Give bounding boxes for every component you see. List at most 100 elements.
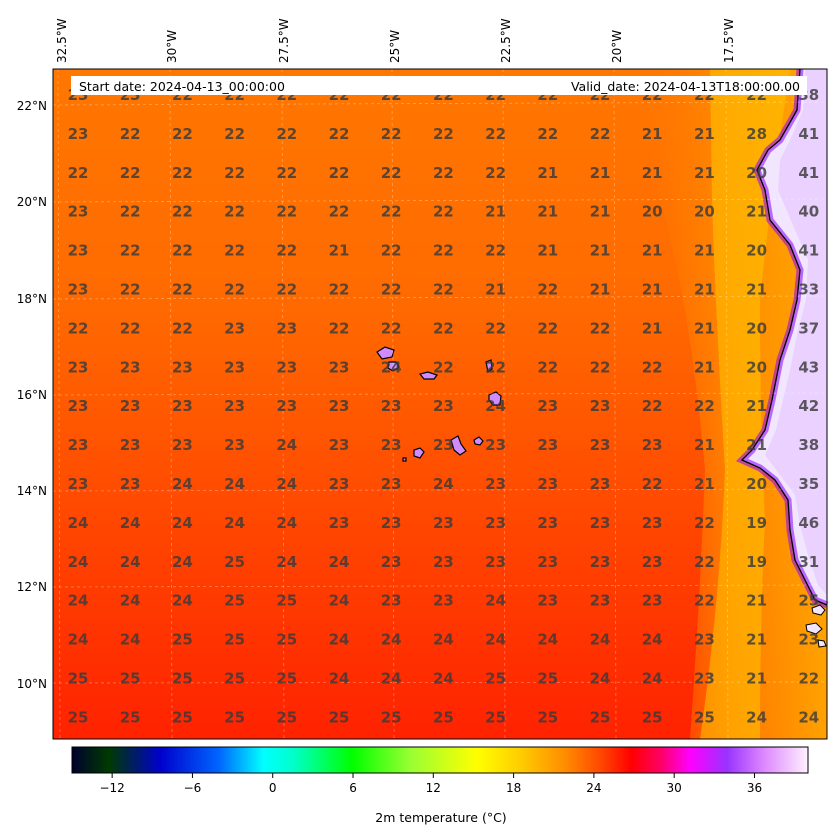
grid-value-r6-c8: 22 (485, 319, 506, 337)
grid-value-r11-c11: 23 (642, 514, 663, 532)
grid-value-r8-c4: 23 (276, 397, 297, 415)
grid-value-r14-c3: 25 (224, 631, 245, 649)
grid-value-r4-c7: 22 (433, 242, 454, 260)
grid-value-r3-c2: 22 (172, 203, 193, 221)
grid-value-r8-c12: 22 (694, 397, 715, 415)
grid-value-r2-c7: 22 (433, 164, 454, 182)
grid-value-r5-c12: 21 (694, 281, 715, 299)
date-info-bar: Start date: 2024-04-13_00:00:00 Valid_da… (71, 76, 807, 95)
grid-value-r14-c5: 24 (329, 631, 350, 649)
grid-value-r12-c4: 24 (276, 553, 297, 571)
grid-value-r11-c2: 24 (172, 514, 193, 532)
grid-value-r14-c0: 24 (68, 631, 89, 649)
grid-value-r9-c0: 23 (68, 436, 89, 454)
grid-value-r4-c6: 22 (381, 242, 402, 260)
grid-value-r7-c11: 22 (642, 358, 663, 376)
grid-value-r13-c5: 24 (329, 592, 350, 610)
grid-value-r12-c7: 23 (433, 553, 454, 571)
map-plot-area: 23 23 22 22 22 22 22 22 22 22 22 22 22 22 38 23 22 22 22 22… (52, 68, 829, 740)
grid-value-r14-c12: 23 (694, 631, 715, 649)
grid-value-r2-c10: 21 (590, 164, 611, 182)
grid-value-r15-c14: 22 (798, 670, 819, 688)
coastline (740, 68, 828, 606)
grid-value-r9-c8: 23 (485, 436, 506, 454)
grid-value-r1-c12: 21 (694, 125, 715, 143)
grid-value-r5-c0: 23 (68, 281, 89, 299)
grid-value-r3-c4: 22 (276, 203, 297, 221)
grid-value-r10-c6: 23 (381, 475, 402, 493)
coastal-cool-band (700, 69, 790, 739)
grid-value-r10-c7: 24 (433, 475, 454, 493)
valid-date-label: Valid_date: 2024-04-13T18:00:00.00 (571, 79, 800, 94)
grid-value-r12-c13: 19 (746, 553, 767, 571)
grid-value-r6-c9: 22 (537, 319, 558, 337)
grid-value-r3-c12: 20 (694, 203, 715, 221)
grid-value-r14-c4: 25 (276, 631, 297, 649)
grid-value-r10-c14: 35 (798, 475, 819, 493)
grid-value-r2-c6: 22 (381, 164, 402, 182)
grid-value-r10-c11: 22 (642, 475, 663, 493)
grid-value-r14-c7: 24 (433, 631, 454, 649)
grid-value-r11-c9: 23 (537, 514, 558, 532)
grid-value-r13-c7: 23 (433, 592, 454, 610)
date-info-background (71, 76, 807, 95)
colorbar-tick-label-8: 36 (747, 781, 762, 795)
grid-value-r11-c6: 23 (381, 514, 402, 532)
grid-value-r16-c5: 25 (329, 708, 350, 726)
grid-value-r1-c14: 41 (798, 125, 819, 143)
grid-value-r4-c13: 20 (746, 242, 767, 260)
lon-label-27-5w: 27.5°W (277, 18, 291, 63)
grid-value-r14-c1: 24 (120, 631, 141, 649)
grid-value-r10-c10: 23 (590, 475, 611, 493)
graticule (52, 68, 828, 740)
grid-value-r5-c10: 21 (590, 281, 611, 299)
grid-value-r14-c11: 24 (642, 631, 663, 649)
grid-value-r9-c5: 23 (329, 436, 350, 454)
grid-value-r15-c2: 25 (172, 670, 193, 688)
start-date-label: Start date: 2024-04-13_00:00:00 (79, 79, 285, 94)
grid-value-r15-c10: 24 (590, 670, 611, 688)
grid-value-r2-c13: 20 (746, 164, 767, 182)
grid-value-r10-c8: 23 (485, 475, 506, 493)
cape-verde-islands (376, 346, 502, 462)
grid-value-r8-c11: 22 (642, 397, 663, 415)
grid-value-r11-c0: 24 (68, 514, 89, 532)
grid-value-r3-c8: 21 (485, 203, 506, 221)
grid-value-r5-c6: 22 (381, 281, 402, 299)
grid-value-r13-c13: 21 (746, 592, 767, 610)
colorbar-tick-label-6: 24 (586, 781, 601, 795)
colorbar: −12 −6 0 6 12 18 24 30 36 2m temperature (°C) (71, 746, 809, 825)
grid-value-r9-c10: 23 (590, 436, 611, 454)
grid-value-r14-c13: 21 (746, 631, 767, 649)
grid-value-r15-c4: 25 (276, 670, 297, 688)
grid-value-r4-c14: 41 (798, 242, 819, 260)
grid-value-r1-c4: 22 (276, 125, 297, 143)
grid-value-r6-c10: 22 (590, 319, 611, 337)
grid-value-r13-c0: 24 (68, 592, 89, 610)
grid-value-r7-c8: 22 (485, 358, 506, 376)
grid-value-r2-c5: 22 (329, 164, 350, 182)
grid-value-r1-c0: 23 (68, 125, 89, 143)
grid-value-r6-c4: 23 (276, 319, 297, 337)
lat-label-10n: 10°N (17, 677, 47, 691)
grid-value-r16-c6: 25 (381, 708, 402, 726)
grid-value-r8-c6: 23 (381, 397, 402, 415)
grid-value-r5-c9: 22 (537, 281, 558, 299)
colorbar-title: 2m temperature (°C) (375, 810, 506, 825)
grid-value-r3-c10: 21 (590, 203, 611, 221)
grid-value-r6-c6: 22 (381, 319, 402, 337)
grid-value-r1-c5: 22 (329, 125, 350, 143)
grid-value-r7-c0: 23 (68, 358, 89, 376)
grid-value-r16-c2: 25 (172, 708, 193, 726)
grid-value-r14-c2: 25 (172, 631, 193, 649)
grid-value-r3-c6: 22 (381, 203, 402, 221)
grid-value-r4-c8: 22 (485, 242, 506, 260)
grid-value-r5-c7: 22 (433, 281, 454, 299)
grid-value-r10-c13: 20 (746, 475, 767, 493)
grid-value-r7-c7: 22 (433, 358, 454, 376)
grid-value-r10-c4: 24 (276, 475, 297, 493)
grid-value-r5-c1: 22 (120, 281, 141, 299)
grid-value-r4-c1: 22 (120, 242, 141, 260)
grid-value-r5-c8: 21 (485, 281, 506, 299)
